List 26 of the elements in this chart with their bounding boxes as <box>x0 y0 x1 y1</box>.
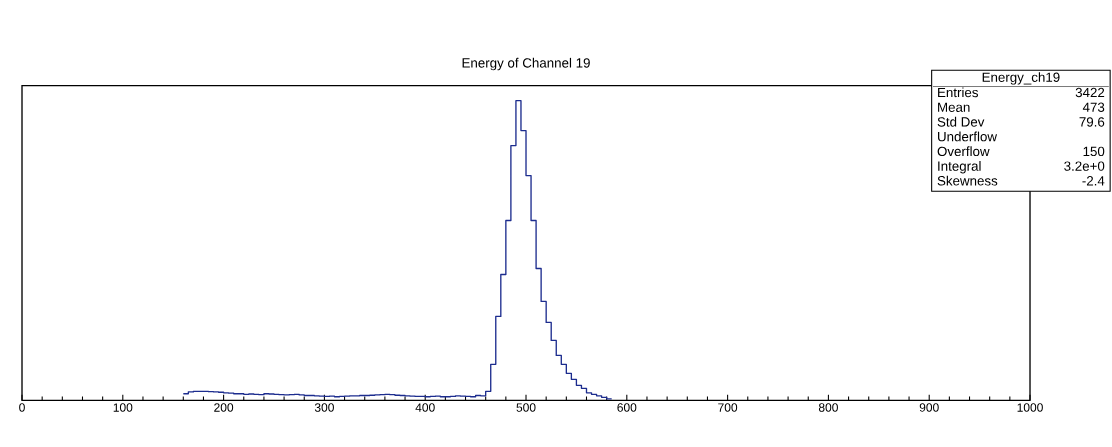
x-tick-label: 0 <box>19 403 25 412</box>
annotation: Std Dev <box>937 116 985 127</box>
x-tick-label: 300 <box>314 403 334 412</box>
text: 3422 <box>1075 87 1105 98</box>
x-tick-label: 600 <box>617 403 637 412</box>
text: Entries <box>938 87 979 98</box>
chart-title: Energy of Channel 19 <box>462 57 590 71</box>
x-tick-label: 800 <box>818 403 838 412</box>
text: 3.2e+0 <box>1064 161 1105 171</box>
x-tick-label: 900 <box>919 403 939 412</box>
text: 473 <box>1082 102 1105 112</box>
annotation: Overflow <box>937 146 990 157</box>
text: -2.4 <box>1082 176 1105 186</box>
text: Energy_ch19 <box>982 72 1060 85</box>
annotation: Mean <box>938 102 970 112</box>
text: 150 <box>1083 146 1105 157</box>
annotation: Integral <box>938 161 981 174</box>
x-tick-label: 1000 <box>1017 403 1043 412</box>
x-tick-label: 500 <box>516 403 536 412</box>
text: 79.6 <box>1079 117 1105 127</box>
x-tick-label: 400 <box>415 403 435 412</box>
x-tick-label: 700 <box>718 403 738 412</box>
annotation: Skewness <box>937 175 998 186</box>
x-tick-label: 200 <box>214 403 234 412</box>
annotation: Underflow <box>938 131 998 142</box>
x-tick-label: 100 <box>113 403 133 412</box>
